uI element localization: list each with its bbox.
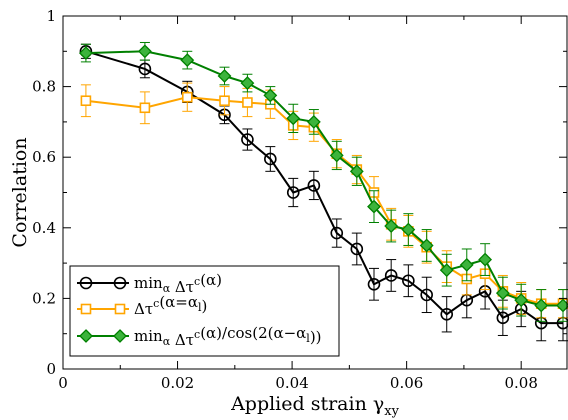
series-0: [79, 43, 568, 342]
y-axis-label: Correlation: [9, 137, 31, 247]
data-point: [384, 269, 398, 282]
data-point: [420, 288, 433, 302]
plot-area: [78, 41, 568, 342]
y-tick-label: 1: [46, 7, 56, 25]
data-point: [242, 97, 253, 108]
data-point: [139, 102, 151, 114]
data-point: [459, 257, 474, 272]
data-point: [402, 274, 415, 288]
legend-label: Δτc(α=αl): [134, 293, 207, 318]
data-point: [78, 46, 93, 60]
data-point: [241, 133, 254, 146]
legend-marker: [79, 276, 93, 290]
data-point: [138, 62, 152, 76]
data-point: [514, 293, 529, 308]
series-line: [85, 50, 563, 325]
x-tick-label: 0.08: [504, 374, 537, 392]
x-tick-label: 0.06: [390, 374, 423, 392]
data-point: [286, 111, 301, 126]
data-point: [264, 152, 277, 166]
data-point: [367, 199, 381, 214]
legend-marker: [113, 276, 127, 290]
data-point: [240, 76, 255, 90]
legend-marker: [114, 303, 126, 315]
data-point: [306, 114, 321, 129]
data-point: [439, 263, 454, 278]
data-point: [534, 298, 549, 313]
data-point: [80, 95, 92, 107]
x-tick-label: 0: [58, 374, 68, 392]
data-point: [478, 252, 493, 267]
legend-label: minα Δτc(α): [134, 271, 222, 296]
legend-marker: [113, 329, 127, 343]
x-axis-label: Applied strain γxy: [230, 393, 400, 419]
data-point: [495, 286, 510, 301]
y-tick-label: 0.4: [32, 219, 56, 237]
data-point: [496, 311, 510, 325]
data-point: [349, 164, 364, 179]
y-tick-label: 0.6: [32, 148, 56, 166]
data-point: [350, 242, 364, 256]
legend-marker: [79, 329, 93, 343]
data-point: [330, 226, 344, 240]
axis-ticks: 0 0.02 0.04 0.06 0.08 0 0.2 0.4 0.6 0.8 1: [32, 7, 567, 392]
data-point: [419, 238, 434, 253]
data-point: [180, 53, 195, 68]
series-2: [78, 41, 568, 322]
y-tick-label: 0.2: [32, 289, 56, 307]
y-tick-label: 0.8: [32, 78, 56, 96]
data-point: [217, 69, 232, 83]
data-point: [263, 88, 278, 103]
data-point: [307, 179, 321, 192]
data-point: [137, 44, 152, 59]
data-point: [440, 307, 454, 321]
data-point: [367, 277, 381, 291]
data-point: [219, 95, 230, 107]
data-point: [181, 91, 193, 103]
data-point: [329, 148, 344, 163]
legend-label: minα Δτc(α)/cos(2(α−αl)): [134, 324, 322, 349]
data-point: [286, 186, 300, 199]
data-point: [401, 222, 416, 237]
x-tick-label: 0.02: [161, 374, 194, 392]
legend: minα Δτc(α)Δτc(α=αl) minα Δτc(α)/cos(2(α−…: [69, 265, 340, 357]
legend-marker: [80, 303, 92, 315]
y-tick-label: 0: [46, 360, 56, 378]
x-tick-label: 0.04: [275, 374, 308, 392]
data-point: [384, 219, 399, 233]
